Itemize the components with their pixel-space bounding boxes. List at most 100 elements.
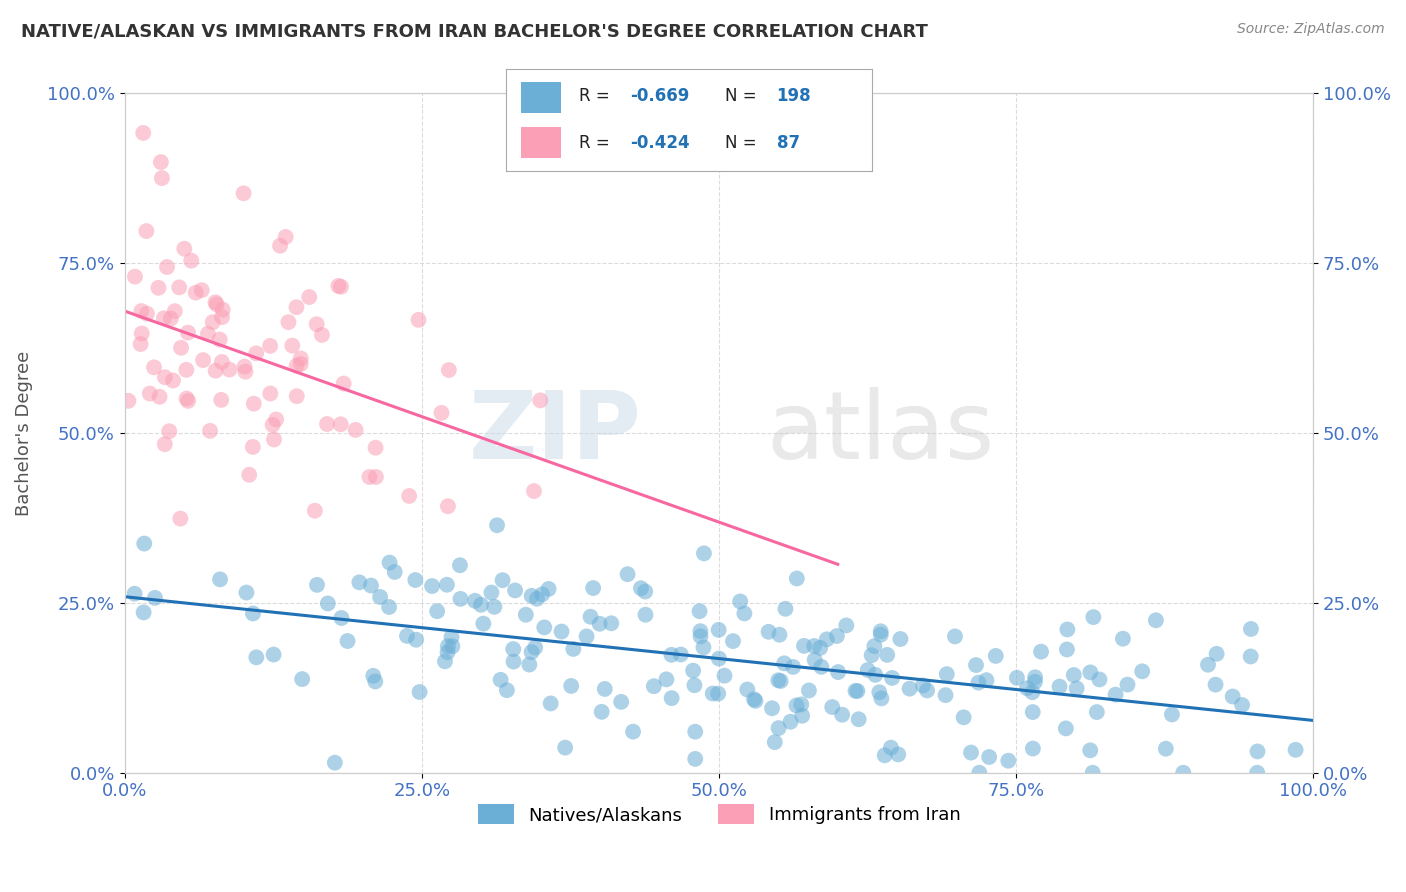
Point xyxy=(149,155,172,169)
Point xyxy=(209,392,232,407)
Point xyxy=(277,315,299,329)
Point xyxy=(163,304,186,318)
Point xyxy=(233,359,256,374)
Point xyxy=(763,735,786,749)
Point xyxy=(336,634,359,648)
Point xyxy=(316,417,339,431)
Point xyxy=(259,339,281,353)
Point xyxy=(167,280,190,294)
Point xyxy=(593,681,616,696)
Point xyxy=(449,558,471,573)
Point xyxy=(786,572,808,586)
Point xyxy=(1205,647,1227,661)
Point xyxy=(898,681,921,696)
Point xyxy=(707,623,730,637)
Point xyxy=(218,362,240,376)
Point xyxy=(464,594,486,608)
Point xyxy=(330,611,353,625)
Point xyxy=(143,591,166,605)
Point xyxy=(235,365,257,379)
Text: ZIP: ZIP xyxy=(468,387,641,479)
Point xyxy=(835,618,858,632)
Point xyxy=(134,536,156,550)
Point xyxy=(562,642,585,657)
Point xyxy=(728,594,751,608)
Point xyxy=(180,253,202,268)
Point xyxy=(242,440,264,454)
Point xyxy=(1112,632,1135,646)
Point xyxy=(769,673,792,688)
Point xyxy=(1088,673,1111,687)
Point xyxy=(491,573,513,587)
Point xyxy=(404,573,426,587)
Point xyxy=(856,663,879,677)
Point xyxy=(579,609,602,624)
Point xyxy=(1063,668,1085,682)
Point xyxy=(768,628,790,642)
Point xyxy=(364,441,387,455)
Point xyxy=(129,337,152,351)
Point xyxy=(503,583,526,598)
Point xyxy=(1085,705,1108,719)
Point xyxy=(131,326,153,341)
Point xyxy=(440,630,463,644)
Point xyxy=(846,684,869,698)
Point xyxy=(591,705,613,719)
Point xyxy=(398,489,420,503)
Point xyxy=(997,754,1019,768)
Point xyxy=(1066,681,1088,696)
Point xyxy=(481,585,503,599)
Point xyxy=(281,338,304,352)
Point xyxy=(1104,688,1126,702)
Point xyxy=(1005,671,1028,685)
Point xyxy=(170,341,193,355)
Point xyxy=(887,747,910,762)
Point xyxy=(683,752,706,766)
Point xyxy=(526,591,548,606)
Point xyxy=(211,302,233,317)
Point xyxy=(285,300,308,314)
Point xyxy=(135,307,157,321)
Point xyxy=(378,599,401,614)
Point xyxy=(827,665,849,679)
Point xyxy=(117,393,139,408)
Text: Source: ZipAtlas.com: Source: ZipAtlas.com xyxy=(1237,22,1385,37)
Point xyxy=(262,417,284,432)
Point xyxy=(208,573,231,587)
Point xyxy=(979,750,1001,764)
Point xyxy=(550,624,572,639)
Point xyxy=(150,171,173,186)
Point xyxy=(430,406,453,420)
Point xyxy=(797,683,820,698)
Point xyxy=(1161,707,1184,722)
Point xyxy=(198,424,221,438)
Point xyxy=(844,684,866,698)
Point xyxy=(148,390,170,404)
Point xyxy=(934,688,956,702)
Point xyxy=(554,740,576,755)
Point xyxy=(316,597,339,611)
Point xyxy=(683,678,706,692)
Point xyxy=(159,311,181,326)
Point xyxy=(621,724,644,739)
Point xyxy=(323,756,346,770)
Point xyxy=(863,639,886,653)
Point xyxy=(915,683,938,698)
Point xyxy=(349,575,371,590)
Point xyxy=(821,700,844,714)
Point xyxy=(332,376,354,391)
Point xyxy=(177,326,200,340)
Point xyxy=(1230,698,1253,712)
Point xyxy=(274,230,297,244)
Point xyxy=(408,313,430,327)
Point xyxy=(1154,741,1177,756)
Point xyxy=(197,326,219,341)
Point xyxy=(153,311,176,326)
Point xyxy=(825,629,848,643)
Point xyxy=(588,616,610,631)
Point xyxy=(298,290,321,304)
Point xyxy=(263,648,285,662)
Point xyxy=(803,639,825,653)
Point xyxy=(176,363,198,377)
Point xyxy=(285,359,308,373)
